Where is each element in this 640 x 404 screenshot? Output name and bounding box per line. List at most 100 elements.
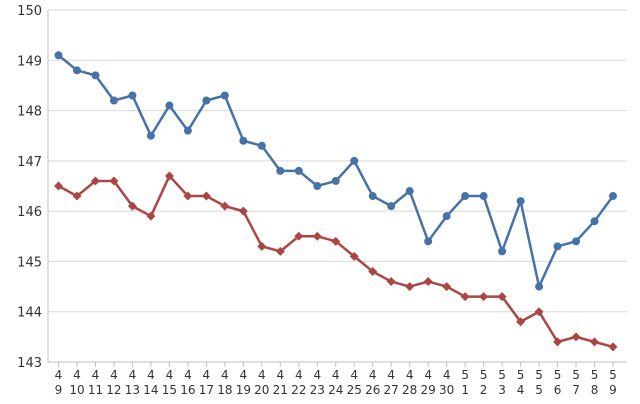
series-lines <box>57 54 615 349</box>
data-point <box>54 51 63 60</box>
data-point <box>238 206 248 216</box>
x-tick-label-month: 4 <box>276 368 284 382</box>
data-point <box>609 192 617 201</box>
data-point <box>91 71 100 80</box>
x-tick-label-month: 4 <box>424 368 432 382</box>
x-tick-label-month: 5 <box>591 368 599 382</box>
x-tick-label-day: 1 <box>461 383 469 397</box>
x-tick-label-day: 21 <box>273 383 288 397</box>
y-tick-label: 149 <box>17 54 42 69</box>
data-point <box>349 251 359 261</box>
data-point <box>498 247 507 256</box>
data-point <box>201 191 211 201</box>
x-tick-label-day: 23 <box>310 383 325 397</box>
data-point <box>72 191 82 201</box>
data-point <box>534 307 544 317</box>
data-point <box>294 166 303 175</box>
x-tick-label-day: 25 <box>347 383 362 397</box>
x-tick-label-month: 5 <box>480 368 488 382</box>
x-tick-label-day: 3 <box>498 383 506 397</box>
data-point <box>109 96 118 105</box>
x-tick-label-day: 13 <box>125 383 140 397</box>
y-tick-label: 150 <box>17 4 42 19</box>
data-point <box>442 282 452 292</box>
x-tick-label-month: 4 <box>332 368 340 382</box>
x-tick-label-month: 5 <box>517 368 525 382</box>
tick-labels: 1431441451461471481491504941041141241341… <box>17 4 617 397</box>
data-point <box>312 231 322 241</box>
data-point <box>553 242 562 251</box>
y-tick-label: 144 <box>17 306 42 321</box>
x-tick-label-month: 5 <box>535 368 543 382</box>
data-point <box>386 277 396 287</box>
data-point <box>109 176 119 186</box>
y-tick-label: 143 <box>17 356 42 371</box>
data-point <box>183 126 192 135</box>
data-point <box>128 91 137 100</box>
x-tick-label-day: 29 <box>421 383 436 397</box>
gridlines <box>48 9 627 363</box>
data-point <box>294 231 304 241</box>
x-tick-label-month: 4 <box>406 368 414 382</box>
x-tick-label-month: 5 <box>572 368 580 382</box>
data-point <box>165 101 174 110</box>
x-tick-label-day: 9 <box>55 383 63 397</box>
data-point <box>405 187 414 196</box>
data-point <box>257 241 267 251</box>
data-point <box>516 197 525 206</box>
x-tick-label-day: 18 <box>217 383 232 397</box>
x-tick-label-day: 19 <box>236 383 251 397</box>
data-point <box>368 192 377 201</box>
x-tick-label-month: 4 <box>295 368 303 382</box>
x-tick-label-day: 20 <box>254 383 269 397</box>
x-tick-label-month: 4 <box>443 368 451 382</box>
data-point <box>220 91 229 100</box>
data-point <box>424 237 433 246</box>
data-point <box>350 156 359 165</box>
x-tick-label-day: 26 <box>365 383 380 397</box>
x-tick-label-day: 7 <box>572 383 580 397</box>
y-tick-label: 147 <box>17 155 42 170</box>
x-tick-label-day: 30 <box>439 383 454 397</box>
data-point <box>313 182 322 190</box>
x-tick-label-day: 11 <box>88 383 103 397</box>
data-point <box>164 171 174 181</box>
x-tick-label-day: 8 <box>591 383 599 397</box>
x-tick-label-day: 27 <box>384 383 399 397</box>
data-point <box>54 181 63 191</box>
x-tick-label-month: 4 <box>55 368 63 382</box>
x-tick-label-month: 4 <box>92 368 100 382</box>
x-tick-label-month: 4 <box>203 368 211 382</box>
data-point <box>220 201 230 211</box>
x-tick-label-month: 4 <box>387 368 395 382</box>
x-tick-label-month: 5 <box>498 368 506 382</box>
x-tick-label-day: 6 <box>554 383 562 397</box>
data-point <box>146 211 156 221</box>
data-point <box>608 342 618 352</box>
x-tick-label-day: 28 <box>402 383 417 397</box>
data-point <box>572 237 581 246</box>
x-tick-label-month: 4 <box>147 368 155 382</box>
data-point <box>553 337 563 347</box>
x-tick-label-month: 4 <box>369 368 377 382</box>
x-tick-label-month: 4 <box>166 368 174 382</box>
x-tick-label-month: 4 <box>221 368 229 382</box>
x-tick-label-month: 5 <box>554 368 562 382</box>
data-point <box>90 176 100 186</box>
x-tick-label-day: 24 <box>328 383 343 397</box>
data-point <box>146 131 155 140</box>
series-line-1 <box>57 54 615 288</box>
data-point <box>331 176 340 185</box>
x-tick-label-month: 4 <box>129 368 137 382</box>
data-point <box>423 277 433 287</box>
data-point <box>276 166 285 175</box>
x-tick-label-day: 15 <box>162 383 177 397</box>
data-point <box>387 202 396 211</box>
data-point <box>535 282 544 291</box>
data-point <box>442 212 451 221</box>
series-markers <box>54 51 618 352</box>
x-tick-label-day: 17 <box>199 383 214 397</box>
data-point <box>460 292 470 302</box>
